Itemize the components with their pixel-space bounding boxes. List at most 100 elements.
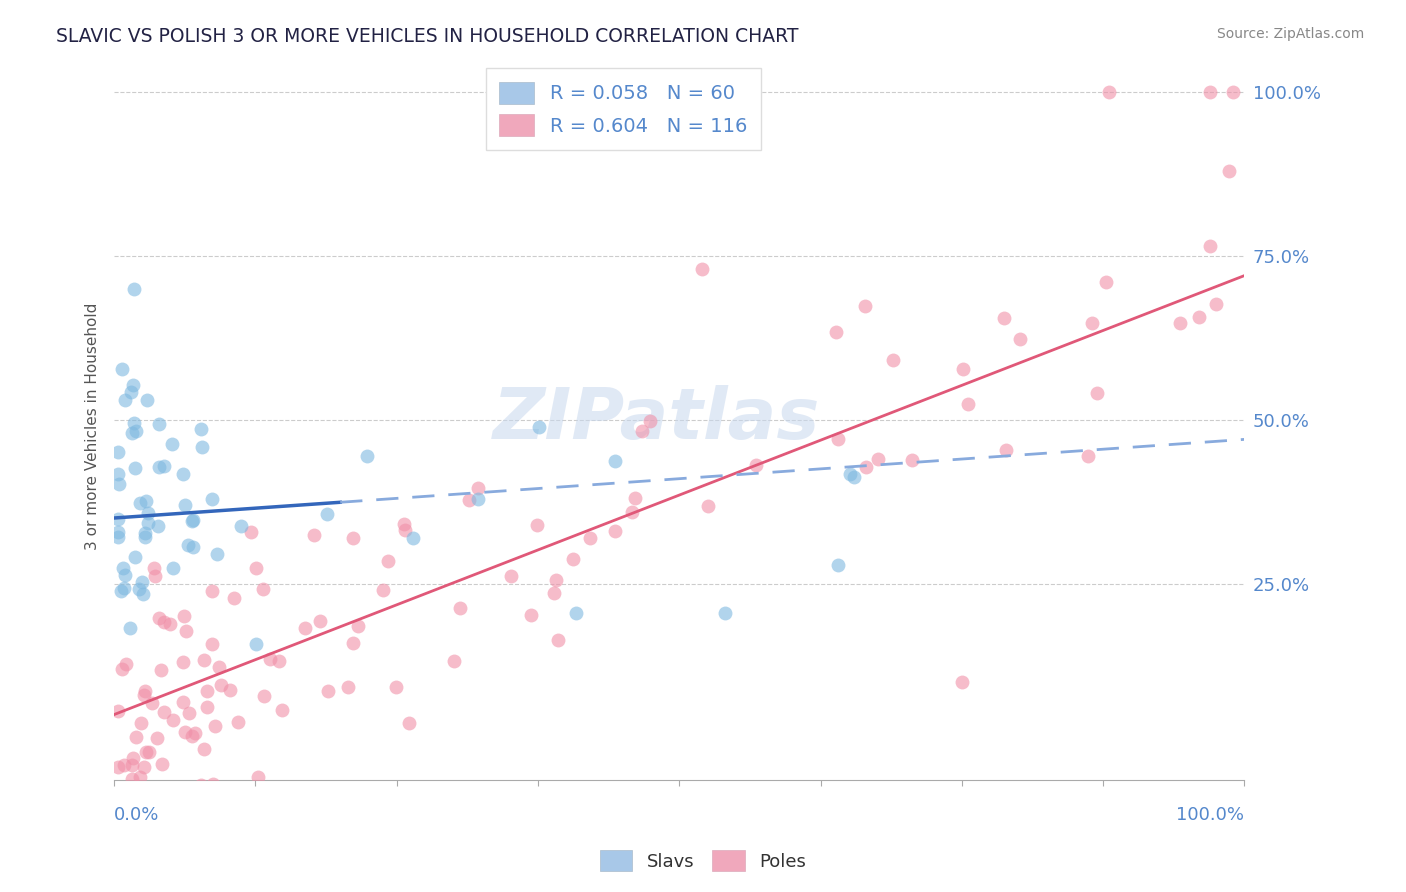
Point (1205, 297, 1227, 311)
Point (246, 770, 269, 784)
Point (1098, 85, 1121, 99)
Point (449, 601, 471, 615)
Point (153, 458, 176, 473)
Point (402, 532, 425, 546)
Point (458, 493, 481, 508)
Point (240, 525, 263, 540)
Point (134, 684, 156, 698)
Point (623, 491, 645, 505)
Text: 0.0%: 0.0% (114, 806, 159, 824)
Point (394, 517, 416, 532)
Point (149, 664, 172, 678)
Point (398, 716, 420, 731)
Y-axis label: 3 or more Vehicles in Household: 3 or more Vehicles in Household (86, 302, 100, 550)
Point (129, 716, 152, 731)
Point (827, 432, 849, 446)
Point (208, 659, 231, 673)
Point (125, 424, 148, 438)
Point (152, 615, 174, 629)
Point (177, 539, 200, 553)
Point (181, 513, 204, 527)
Point (107, 781, 129, 796)
Point (128, 496, 150, 510)
Point (183, 540, 205, 554)
Point (197, 782, 219, 797)
Point (520, 608, 543, 623)
Point (148, 611, 170, 625)
Point (120, 384, 142, 399)
Point (107, 704, 129, 718)
Point (118, 621, 141, 635)
Point (136, 392, 159, 407)
Point (174, 498, 197, 512)
Point (134, 525, 156, 540)
Point (714, 606, 737, 620)
Point (205, 547, 228, 561)
Point (135, 494, 157, 508)
Point (124, 550, 146, 565)
Point (219, 682, 242, 697)
Point (952, 362, 974, 376)
Point (134, 530, 156, 544)
Text: ZIPatlas: ZIPatlas (494, 385, 820, 454)
Point (316, 684, 339, 698)
Point (132, 587, 155, 601)
Point (827, 558, 849, 573)
Point (900, 453, 922, 467)
Point (259, 651, 281, 665)
Point (181, 729, 204, 743)
Point (110, 584, 132, 599)
Point (294, 621, 316, 635)
Point (621, 504, 644, 518)
Point (995, 442, 1018, 457)
Point (316, 507, 339, 521)
Point (135, 745, 157, 759)
Point (111, 561, 134, 575)
Point (529, 420, 551, 434)
Point (134, 793, 156, 807)
Point (1199, 239, 1222, 253)
Point (855, 459, 877, 474)
Point (180, 514, 202, 528)
Point (201, 584, 224, 599)
Point (543, 585, 565, 599)
Point (544, 573, 567, 587)
Point (842, 470, 865, 484)
Text: SLAVIC VS POLISH 3 OR MORE VEHICLES IN HOUSEHOLD CORRELATION CHART: SLAVIC VS POLISH 3 OR MORE VEHICLES IN H… (56, 27, 799, 45)
Point (121, 426, 143, 441)
Point (631, 425, 654, 439)
Point (111, 662, 134, 676)
Point (111, 361, 134, 376)
Point (346, 618, 368, 632)
Point (174, 624, 197, 638)
Point (179, 706, 201, 720)
Point (121, 378, 143, 392)
Point (882, 353, 904, 368)
Point (1010, 332, 1032, 346)
Point (172, 695, 194, 709)
Point (159, 617, 181, 632)
Point (342, 531, 364, 545)
Point (579, 531, 602, 545)
Point (501, 568, 523, 582)
Point (231, 518, 253, 533)
Point (467, 492, 489, 507)
Point (115, 657, 138, 671)
Point (957, 397, 980, 411)
Point (173, 608, 195, 623)
Point (245, 637, 267, 651)
Point (202, 777, 225, 791)
Point (226, 714, 249, 729)
Point (162, 437, 184, 451)
Point (1085, 385, 1108, 400)
Point (122, 282, 145, 296)
Text: 100.0%: 100.0% (1177, 806, 1244, 824)
Text: Source: ZipAtlas.com: Source: ZipAtlas.com (1216, 27, 1364, 41)
Point (201, 492, 224, 507)
Point (190, 422, 212, 436)
Point (136, 506, 159, 520)
Point (195, 684, 218, 698)
Point (172, 655, 194, 669)
Point (136, 516, 159, 531)
Point (252, 689, 274, 703)
